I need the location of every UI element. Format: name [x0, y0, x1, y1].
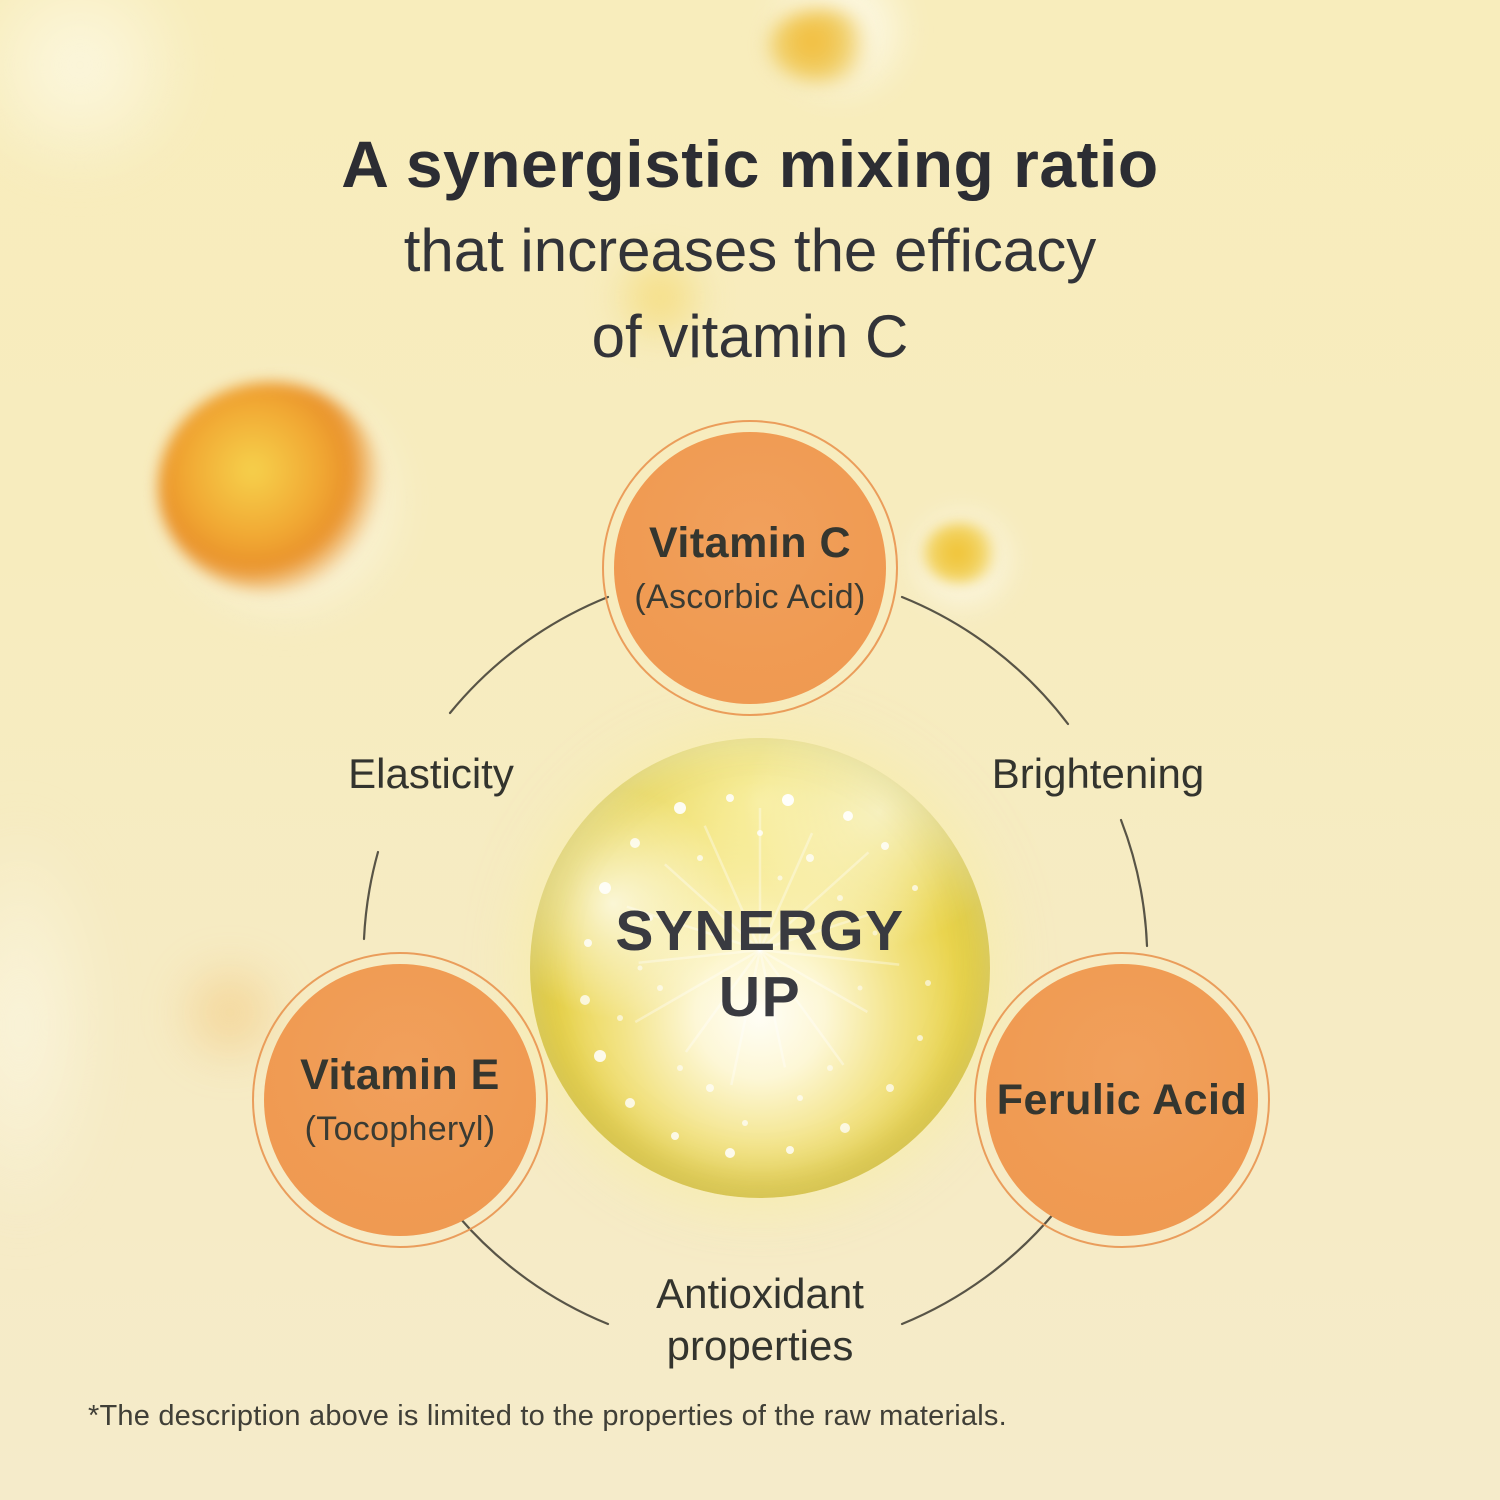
connector-arc — [362, 850, 380, 941]
node-vitamin-c: Vitamin C (Ascorbic Acid) — [602, 420, 898, 716]
title-line-2: that increases the efficacy — [403, 217, 1097, 284]
connector-arc — [457, 1215, 610, 1326]
connector-arc — [900, 1210, 1057, 1326]
node-subname: (Tocopheryl) — [304, 1110, 496, 1148]
oil-droplet-glow — [895, 495, 1030, 625]
connector-arc — [448, 595, 610, 715]
node-subname: (Ascorbic Acid) — [634, 578, 866, 616]
node-name: Vitamin C — [648, 519, 852, 567]
synergy-label-line-1: SYNERGY — [615, 899, 905, 963]
node-name: Ferulic Acid — [996, 1075, 1248, 1124]
oil-droplet — [922, 522, 1000, 584]
node-name: Vitamin E — [300, 1051, 500, 1099]
benefit-label-antioxidant: Antioxidant properties — [656, 1270, 864, 1369]
node-ferulic-acid-circle: Ferulic Acid — [986, 964, 1258, 1236]
title-line-1: A synergistic mixing ratio — [341, 127, 1159, 201]
node-vitamin-c-circle: Vitamin C (Ascorbic Acid) — [614, 432, 886, 704]
synergy-bubble: SYNERGY UP — [530, 738, 990, 1198]
sparkles — [580, 794, 931, 1158]
benefit-label-brightening: Brightening — [991, 750, 1205, 797]
node-vitamin-e-circle: Vitamin E (Tocopheryl) — [264, 964, 536, 1236]
oil-droplet-glow — [140, 360, 430, 640]
node-vitamin-e: Vitamin E (Tocopheryl) — [252, 952, 548, 1248]
oil-droplet — [768, 8, 878, 83]
synergy-label: SYNERGY UP — [615, 898, 904, 1030]
footnote: *The description above is limited to the… — [88, 1400, 1007, 1432]
sparkle-dots — [580, 794, 931, 1158]
oil-droplet-haze — [0, 810, 110, 1240]
synergy-label-line-2: UP — [718, 965, 802, 1029]
light-rays — [626, 808, 900, 1086]
benefit-label-elasticity: Elasticity — [348, 750, 514, 797]
connector-arc — [1119, 818, 1149, 948]
page-title: A synergistic mixing ratio that increase… — [0, 120, 1500, 380]
oil-droplet — [158, 382, 383, 592]
title-line-3: of vitamin C — [591, 303, 909, 370]
connector-arc — [900, 595, 1070, 726]
node-ferulic-acid: Ferulic Acid — [974, 952, 1270, 1248]
oil-droplet-glow — [750, 0, 930, 105]
